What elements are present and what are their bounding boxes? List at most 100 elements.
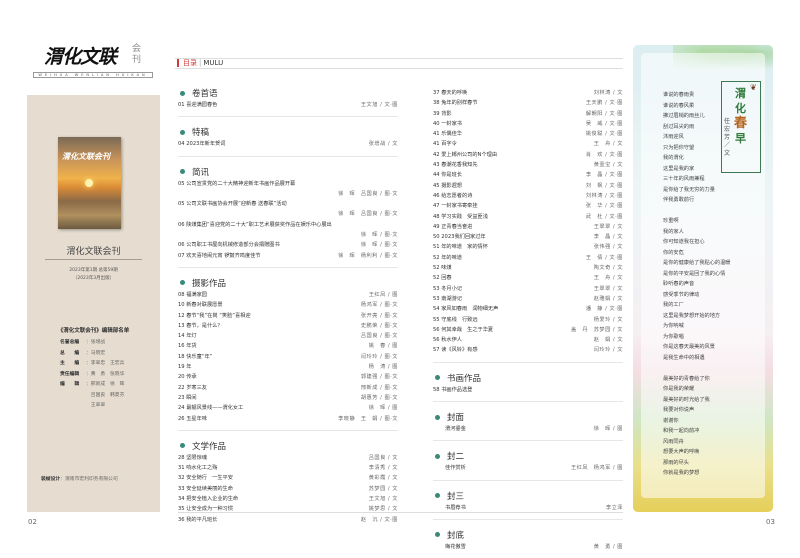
sunset-graphic <box>85 179 93 187</box>
entry-credit: 徐 晖 / 图 <box>368 405 398 412</box>
toc-entry[interactable]: 08 福满家园 王红凤 / 图 <box>178 290 398 300</box>
toc-entry[interactable]: 16 年货 姚 春 / 图 <box>178 341 398 351</box>
toc-entry[interactable]: 46 给志愿者的诗 刘林涛 / 文·图 <box>433 191 623 201</box>
toc-entry[interactable]: 书眉荐书 李立泽 <box>433 503 623 513</box>
toc-entry[interactable]: 51 年的味道 家的情怀 张伟强 / 文 <box>433 242 623 252</box>
entry-credit: 王翠翠 / 文 <box>593 223 623 230</box>
entry-title: 05 公司宣贯党的二十大精神迎新年书画作品展开幕 <box>178 180 296 187</box>
toc-entry[interactable]: 04 2023年新年贺词 张增战 / 文 <box>178 139 398 149</box>
poem-line: 最美好的青春给了你 <box>663 375 710 382</box>
entry-credit: 李晓静 王 娟 / 图·文 <box>338 415 398 422</box>
poem-line: 谢谢你 <box>663 417 679 424</box>
entry-credit: 胡惠芳 / 图·文 <box>360 394 398 401</box>
toc-entry[interactable]: 32 安全随行 一生平安 黄彩霞 / 文 <box>178 473 398 483</box>
toc-entry[interactable]: 42 爱上郴州公司的N个理由 肖 欢 / 文·图 <box>433 150 623 160</box>
entry-credit: 王 舟 / 文 <box>593 141 623 148</box>
toc-entry[interactable]: 44 你是班长 李 晶 / 文·图 <box>433 170 623 180</box>
toc-entry[interactable]: 56 秋水伊人 赵 娟 / 文 <box>433 335 623 345</box>
toc-entry[interactable]: 14 年灯 吕国良 / 图·文 <box>178 331 398 341</box>
toc-entry[interactable]: 47 一封家书寄牵挂 张 华 / 文·图 <box>433 201 623 211</box>
editor-row: 总 编 ：马晓宏 <box>60 349 124 360</box>
toc-entry[interactable]: 19 年 杨 涛 / 图 <box>178 362 398 372</box>
entry-title: 10 新春对联展愿景 <box>178 302 223 309</box>
toc-entry[interactable]: 35 让安全成为一种习惯 姚梦思 / 文 <box>178 504 398 514</box>
entry-credit: 王红凤 杨鸿军 / 图 <box>570 465 623 472</box>
toc-entry[interactable]: 52 味煤 陶文奇 / 文 <box>433 263 623 273</box>
entry-credit: 刘 枫 / 文·图 <box>585 182 623 189</box>
editor-names: 吕国良 韩夏芬 <box>86 392 125 398</box>
toc-entry[interactable]: 58 书画作品选登 <box>433 385 623 395</box>
toc-entry[interactable]: 53 冬月小记 王翠翠 / 文 <box>433 284 623 294</box>
toc-entry[interactable]: 55 守底线 行致远 杨爱玲 / 文 <box>433 315 623 325</box>
toc-entry[interactable]: 22 岁寒三友 邢新成 / 图·文 <box>178 383 398 393</box>
toc-entry[interactable]: 50 2023我们回家过年 李 晶 / 文 <box>433 232 623 242</box>
toc-entry[interactable]: 06 公司职工书屋向机械修造部分会捐赠图书 徐 晖 / 图·文 <box>178 240 398 250</box>
toc-entry[interactable]: 33 安全延续美丽的生命 苏梦园 / 文 <box>178 484 398 494</box>
toc-entry[interactable]: 52 年的味道 王 倩 / 文·图 <box>433 253 623 263</box>
toc-entry[interactable]: 53 南湖游记 赵雅娟 / 文 <box>433 294 623 304</box>
toc-entry[interactable]: 52 回春 王 舟 / 文 <box>433 273 623 283</box>
toc-entry[interactable]: 57 读《风铃》有感 闫玲玲 / 文 <box>433 345 623 355</box>
toc-entry[interactable]: 18 快乐童“年” 闫玲玲 / 图·文 <box>178 352 398 362</box>
toc-entry[interactable]: 07 欢天喜地闹元宵 锣鼓齐鸣度佳节 徐 晖 杨利利 / 图·文 <box>178 251 398 261</box>
toc-section: 摄影作品 08 福满家园 王红凤 / 图 10 新春对联展愿景 杨鸿军 / 图·文 12 … <box>178 268 398 431</box>
toc-entry[interactable]: 36 我的平凡班长 赵 沉 / 文·图 <box>178 515 398 525</box>
toc-entry[interactable]: 28 坚限惊魂 吕国良 / 文 <box>178 453 398 463</box>
entry-title: 52 回春 <box>433 275 452 282</box>
poem-line: 你就是我的梦想 <box>663 470 700 476</box>
entry-credit: 张开亮 / 图·文 <box>360 312 398 319</box>
toc-entry[interactable]: 26 五星年味 李晓静 王 娟 / 图·文 <box>178 414 398 424</box>
toc-entry[interactable]: 48 学习实践 受益匪浅 武 杜 / 文·图 <box>433 212 623 222</box>
poem-line: 这里是我梦想开始的地方 <box>663 312 721 319</box>
entry-credit: 赵 沉 / 文·图 <box>360 516 398 523</box>
section-heading: 书画作品 <box>433 371 623 385</box>
entry-credit: 肖 欢 / 文·图 <box>585 151 623 158</box>
toc-entry[interactable]: 40 一封家书 吴 威 / 文·图 <box>433 119 623 129</box>
toc-entry[interactable]: 23 瞬间 胡惠芳 / 图·文 <box>178 393 398 403</box>
toc-entry[interactable]: 12 春节“我”在岗 “笑脸”喜相迎 张开亮 / 图·文 <box>178 311 398 321</box>
toc-entry[interactable]: 41 百字令 王 舟 / 文 <box>433 139 623 149</box>
toc-entry[interactable]: 梅花傲雪 黄 勇 / 图 <box>433 542 623 552</box>
toc-entry[interactable]: 24 最靓风景线——渭化女工 徐 晖 / 图 <box>178 403 398 413</box>
editor-row: 王翠翠 <box>60 401 124 412</box>
toc-entry[interactable]: 05 公司宣贯党的二十大精神迎新年书画作品展开幕 <box>178 179 398 189</box>
poem-line: 只为把你守望 <box>663 144 695 151</box>
toc-entry[interactable]: 20 传承 郭建强 / 图·文 <box>178 372 398 382</box>
toc-entry[interactable]: 01 喜迎满园春色 王文旭 / 文·图 <box>178 100 398 110</box>
toc-entry[interactable]: 06 陕煤集团“喜迎党的二十大”职工艺术展获奖作品在娱乐中心展出 <box>178 220 398 230</box>
toc-entry[interactable]: 37 春天的呼唤 刘林涛 / 文 <box>433 88 623 98</box>
toc-entry[interactable]: 31 响水化工之殇 李清秀 / 文 <box>178 463 398 473</box>
toc-section: 封面 渭河鎏金 徐 晖 / 图 <box>433 402 623 442</box>
section-heading: 简讯 <box>178 165 398 179</box>
magazine-logo: 渭化文联 会刊 WEIHUA WENLIAN HUIKAN <box>33 40 153 85</box>
entry-title: 52 年的味道 <box>433 254 462 261</box>
toc-entry[interactable]: 34 把安全植入企业的生命 王文旭 / 文 <box>178 494 398 504</box>
toc-entry[interactable]: 49 正青春当奋进 王翠翠 / 文 <box>433 222 623 232</box>
toc-section: 37 春天的呼唤 刘林涛 / 文 38 兔年的别样春节 王天鹏 / 文·图 39 背影 解… <box>433 80 623 363</box>
toc-entry[interactable]: 05 公司文联书画协会开展“迎新春 送春联”活动 <box>178 199 398 209</box>
entry-credit: 王红凤 / 图 <box>368 291 398 298</box>
entry-title: 16 年货 <box>178 343 197 350</box>
toc-entry[interactable]: 56 何其幸哉 生之于华夏 盖 丹 苏梦园 / 文 <box>433 325 623 335</box>
entry-credit: 郭建强 / 图·文 <box>360 374 398 381</box>
toc-entry[interactable]: 39 背影 解朝阳 / 文·图 <box>433 109 623 119</box>
toc-entry[interactable]: 41 乐偶佳华 姚俊聪 / 文·图 <box>433 129 623 139</box>
section-heading: 文学作品 <box>178 439 398 453</box>
toc-entry[interactable]: 渭河鎏金 徐 晖 / 图 <box>433 424 623 434</box>
toc-entry[interactable]: 43 春潮花香我知先 黄壹宝 / 文 <box>433 160 623 170</box>
entry-title: 41 百字令 <box>433 141 457 148</box>
toc-entry[interactable]: 38 兔年的别样春节 王天鹏 / 文·图 <box>433 98 623 108</box>
toc-entry[interactable]: 10 新春对联展愿景 杨鸿军 / 图·文 <box>178 300 398 310</box>
butterfly-icon: ❦ <box>750 83 757 92</box>
entry-title: 05 公司文联书画协会开展“迎新春 送春联”活动 <box>178 201 287 208</box>
poem-line: 和我一起向前冲 <box>663 428 700 434</box>
toc-entry[interactable]: 54 家风如春雨 润物细无声 潘 静 / 文·图 <box>433 304 623 314</box>
toc-entry[interactable]: 佳作赏析 王红凤 杨鸿军 / 图 <box>433 463 623 473</box>
entry-title: 42 爱上郴州公司的N个理由 <box>433 151 498 158</box>
entry-title: 22 岁寒三友 <box>178 384 207 391</box>
toc-entry[interactable]: 45 摄影遐想 刘 枫 / 文·图 <box>433 181 623 191</box>
toc-entry[interactable]: 13 春节，是什么？ 史鹏荣 / 图·文 <box>178 321 398 331</box>
entry-title: 32 安全随行 一生平安 <box>178 475 233 482</box>
editor-row: 名誉总编 ：张增战 <box>60 338 124 349</box>
entry-credit: 李 晶 / 文·图 <box>585 172 623 179</box>
